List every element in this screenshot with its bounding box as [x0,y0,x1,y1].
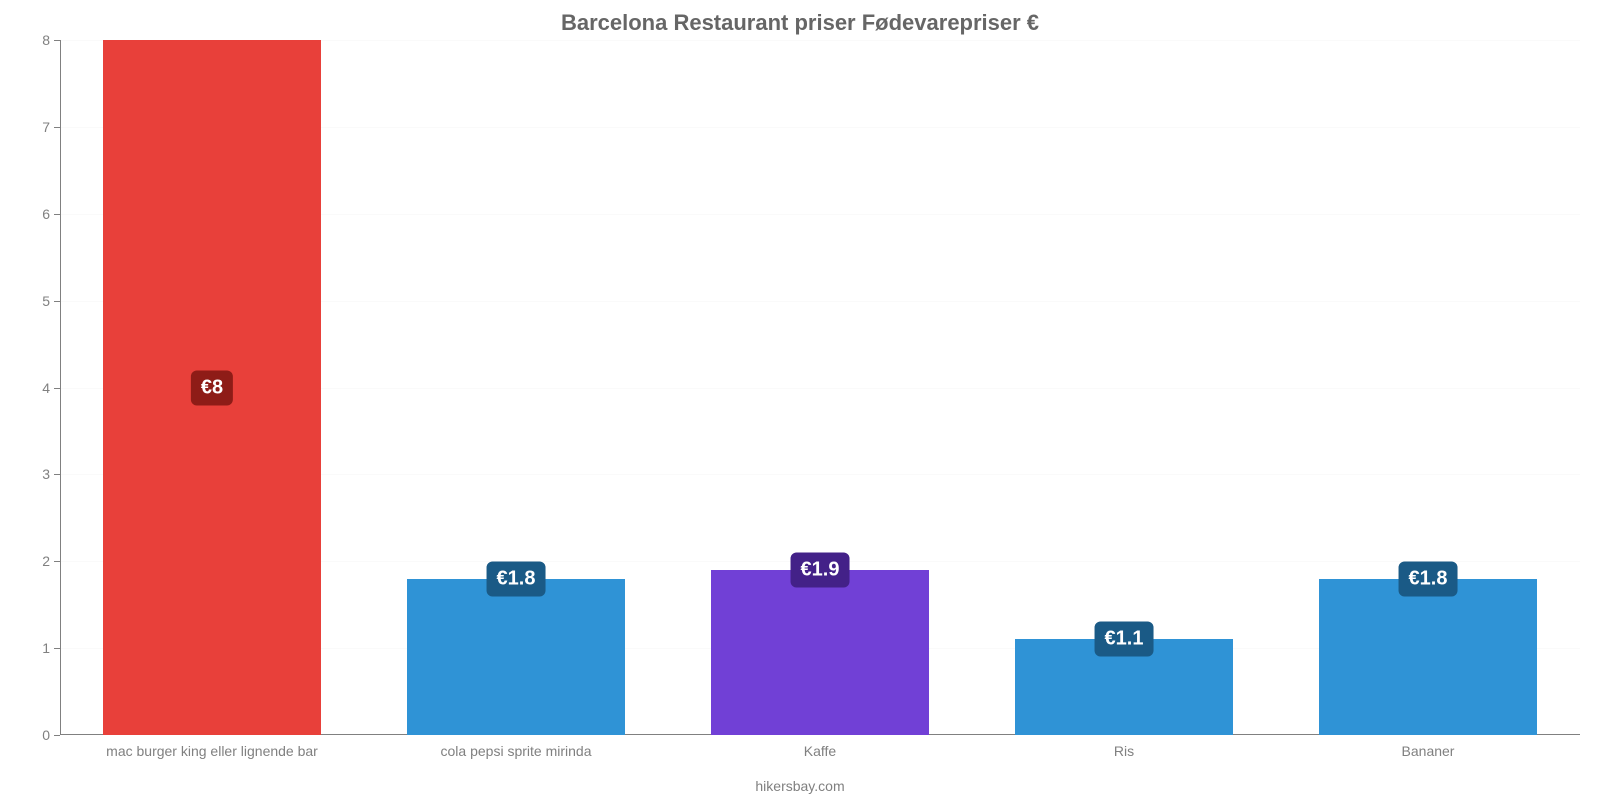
bar-value-label: €8 [191,370,233,405]
chart-title: Barcelona Restaurant priser Fødevarepris… [0,10,1600,36]
bar-value-label: €1.1 [1095,622,1154,657]
y-tick-label: 3 [42,466,60,482]
x-tick-label: mac burger king eller lignende bar [106,735,318,759]
y-tick-label: 0 [42,727,60,743]
bar-group: €8 €1.8 €1.9 €1.1 €1.8 [60,40,1580,735]
bar-value-label: €1.9 [791,552,850,587]
x-tick-label: Bananer [1402,735,1455,759]
bar-chart: Barcelona Restaurant priser Fødevarepris… [0,0,1600,800]
y-tick-label: 5 [42,293,60,309]
y-tick-label: 2 [42,553,60,569]
bar: €1.1 [1015,639,1234,735]
credit-text: hikersbay.com [0,778,1600,794]
y-tick-label: 4 [42,380,60,396]
y-tick-label: 8 [42,32,60,48]
y-tick-label: 6 [42,206,60,222]
x-tick-label: Kaffe [804,735,836,759]
bar: €1.9 [711,570,930,735]
bar: €1.8 [407,579,626,735]
x-tick-label: Ris [1114,735,1134,759]
bar-value-label: €1.8 [1399,561,1458,596]
plot-area: €8€1.8€1.9€1.1€1.8 012345678mac burger k… [60,40,1580,735]
y-tick-label: 1 [42,640,60,656]
y-tick-label: 7 [42,119,60,135]
bar: €8 [103,40,322,735]
bar-value-label: €1.8 [487,561,546,596]
x-tick-label: cola pepsi sprite mirinda [441,735,592,759]
bar: €1.8 [1319,579,1538,735]
